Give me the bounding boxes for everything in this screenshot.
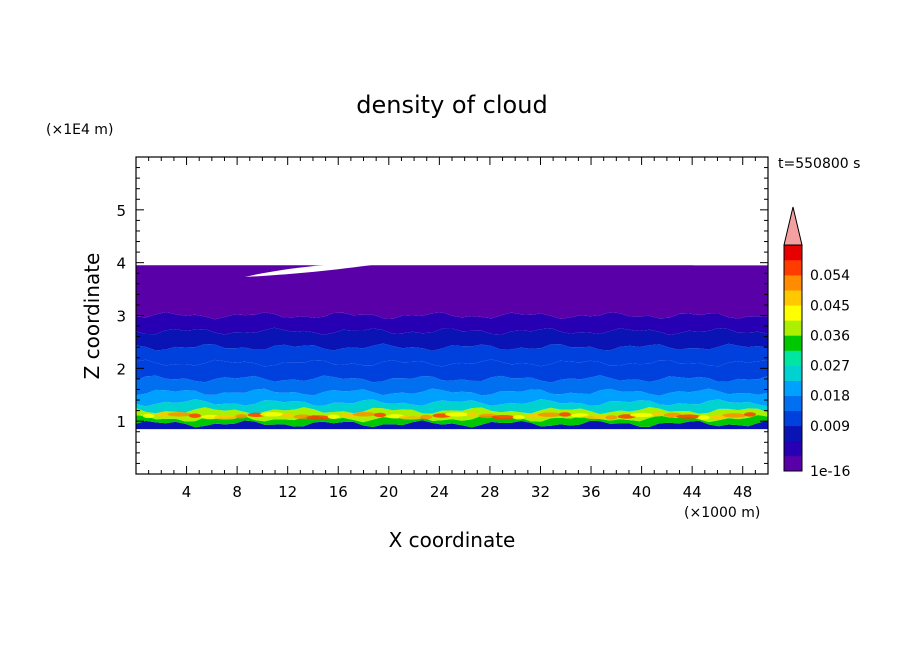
colorbar-swatch xyxy=(784,440,802,457)
x-tick-label: 36 xyxy=(581,483,600,501)
x-tick-label: 48 xyxy=(733,483,752,501)
y-tick-label: 5 xyxy=(116,202,126,220)
x-unit-label: (×1000 m) xyxy=(684,505,760,521)
field-layer xyxy=(136,312,768,335)
density-streak xyxy=(281,413,294,418)
colorbar-frame xyxy=(783,244,803,472)
colorbar-swatch xyxy=(784,350,802,366)
colorbar-swatch xyxy=(784,380,802,396)
colorbar-label: 0.009 xyxy=(810,419,850,435)
density-streak xyxy=(142,413,155,419)
x-tick-label: 16 xyxy=(329,483,348,501)
density-streak xyxy=(512,415,525,420)
field-layer xyxy=(136,399,768,415)
x-tick-label: 44 xyxy=(683,483,702,501)
field-layer xyxy=(136,420,768,430)
colorbar-label: 0.018 xyxy=(810,389,850,405)
colorbar-swatch xyxy=(784,245,802,261)
density-streak xyxy=(491,415,516,420)
density-streak xyxy=(744,412,757,417)
colorbar-swatch xyxy=(784,335,802,351)
density-streak xyxy=(398,415,423,420)
density-streak xyxy=(420,414,433,420)
colorbar-swatch xyxy=(784,365,802,381)
density-streak xyxy=(445,412,470,417)
colorbar-swatch xyxy=(784,425,802,442)
density-streak xyxy=(213,415,238,420)
colorbar: 1e-16 0.009 0.018 0.027 0.036 0.045 0.054 xyxy=(783,206,850,480)
field-layer xyxy=(136,359,768,383)
colorbar-swatch xyxy=(784,305,802,321)
field-layer xyxy=(136,415,768,428)
density-streak xyxy=(374,412,386,418)
density-streak xyxy=(327,414,340,419)
x-tick-label: 24 xyxy=(430,483,449,501)
clear-gap xyxy=(692,259,768,266)
density-streak xyxy=(167,412,192,417)
x-tick-label: 32 xyxy=(531,483,550,501)
density-streak xyxy=(306,415,331,420)
colorbar-label: 1e-16 xyxy=(810,464,850,480)
density-streak xyxy=(188,413,201,418)
y-axis-label: Z coordinate xyxy=(80,253,104,380)
density-streak xyxy=(583,414,608,420)
x-tick-label: 12 xyxy=(278,483,297,501)
density-streak xyxy=(466,412,479,417)
colorbar-swatch xyxy=(784,395,802,412)
clear-gap xyxy=(244,260,401,277)
density-field xyxy=(136,259,768,430)
x-axis-label: X coordinate xyxy=(389,528,516,552)
density-streak xyxy=(352,412,377,417)
colorbar-swatch xyxy=(784,320,802,336)
colorbar-swatch xyxy=(784,455,802,472)
field-layer xyxy=(136,343,768,367)
x-tick-label: 28 xyxy=(480,483,499,501)
time-label: t=550800 s xyxy=(778,156,860,172)
density-streak xyxy=(537,412,562,417)
density-streak xyxy=(651,412,664,417)
field-layer xyxy=(136,388,768,407)
colorbar-label: 0.036 xyxy=(810,328,850,344)
colorbar-swatch xyxy=(784,260,802,276)
y-unit-label: (×1E4 m) xyxy=(46,122,113,138)
density-streak xyxy=(235,414,248,419)
y-tick-label: 2 xyxy=(116,360,126,378)
x-tick-label: 40 xyxy=(632,483,651,501)
y-axis: 1 2 3 4 5 xyxy=(116,167,768,464)
density-streak xyxy=(260,412,284,417)
colorbar-label: 0.027 xyxy=(810,359,850,375)
y-tick-label: 4 xyxy=(116,255,126,273)
density-streak xyxy=(605,415,618,420)
density-streak xyxy=(676,414,701,419)
colorbar-swatch xyxy=(784,290,802,306)
colorbar-label: 0.045 xyxy=(810,298,850,314)
x-tick-label: 20 xyxy=(379,483,398,501)
y-tick-label: 1 xyxy=(116,413,126,431)
density-streak xyxy=(722,413,747,418)
colorbar-swatch xyxy=(784,410,802,427)
colorbar-swatch xyxy=(784,275,802,291)
chart-title: density of cloud xyxy=(356,91,547,119)
density-streak xyxy=(559,412,571,417)
colorbar-over-arrow xyxy=(783,206,803,246)
field-layer xyxy=(136,265,768,320)
colorbar-label: 0.054 xyxy=(810,268,850,284)
density-streak xyxy=(155,412,174,417)
density-streak xyxy=(630,412,655,418)
x-tick-label: 8 xyxy=(232,483,242,501)
field-layer xyxy=(136,327,768,351)
density-streak xyxy=(697,415,710,420)
field-layer xyxy=(136,375,768,396)
y-tick-label: 3 xyxy=(116,308,126,326)
x-axis: 4 8 12 16 20 24 28 32 36 40 44 48 xyxy=(148,157,756,501)
x-tick-label: 4 xyxy=(182,483,192,501)
